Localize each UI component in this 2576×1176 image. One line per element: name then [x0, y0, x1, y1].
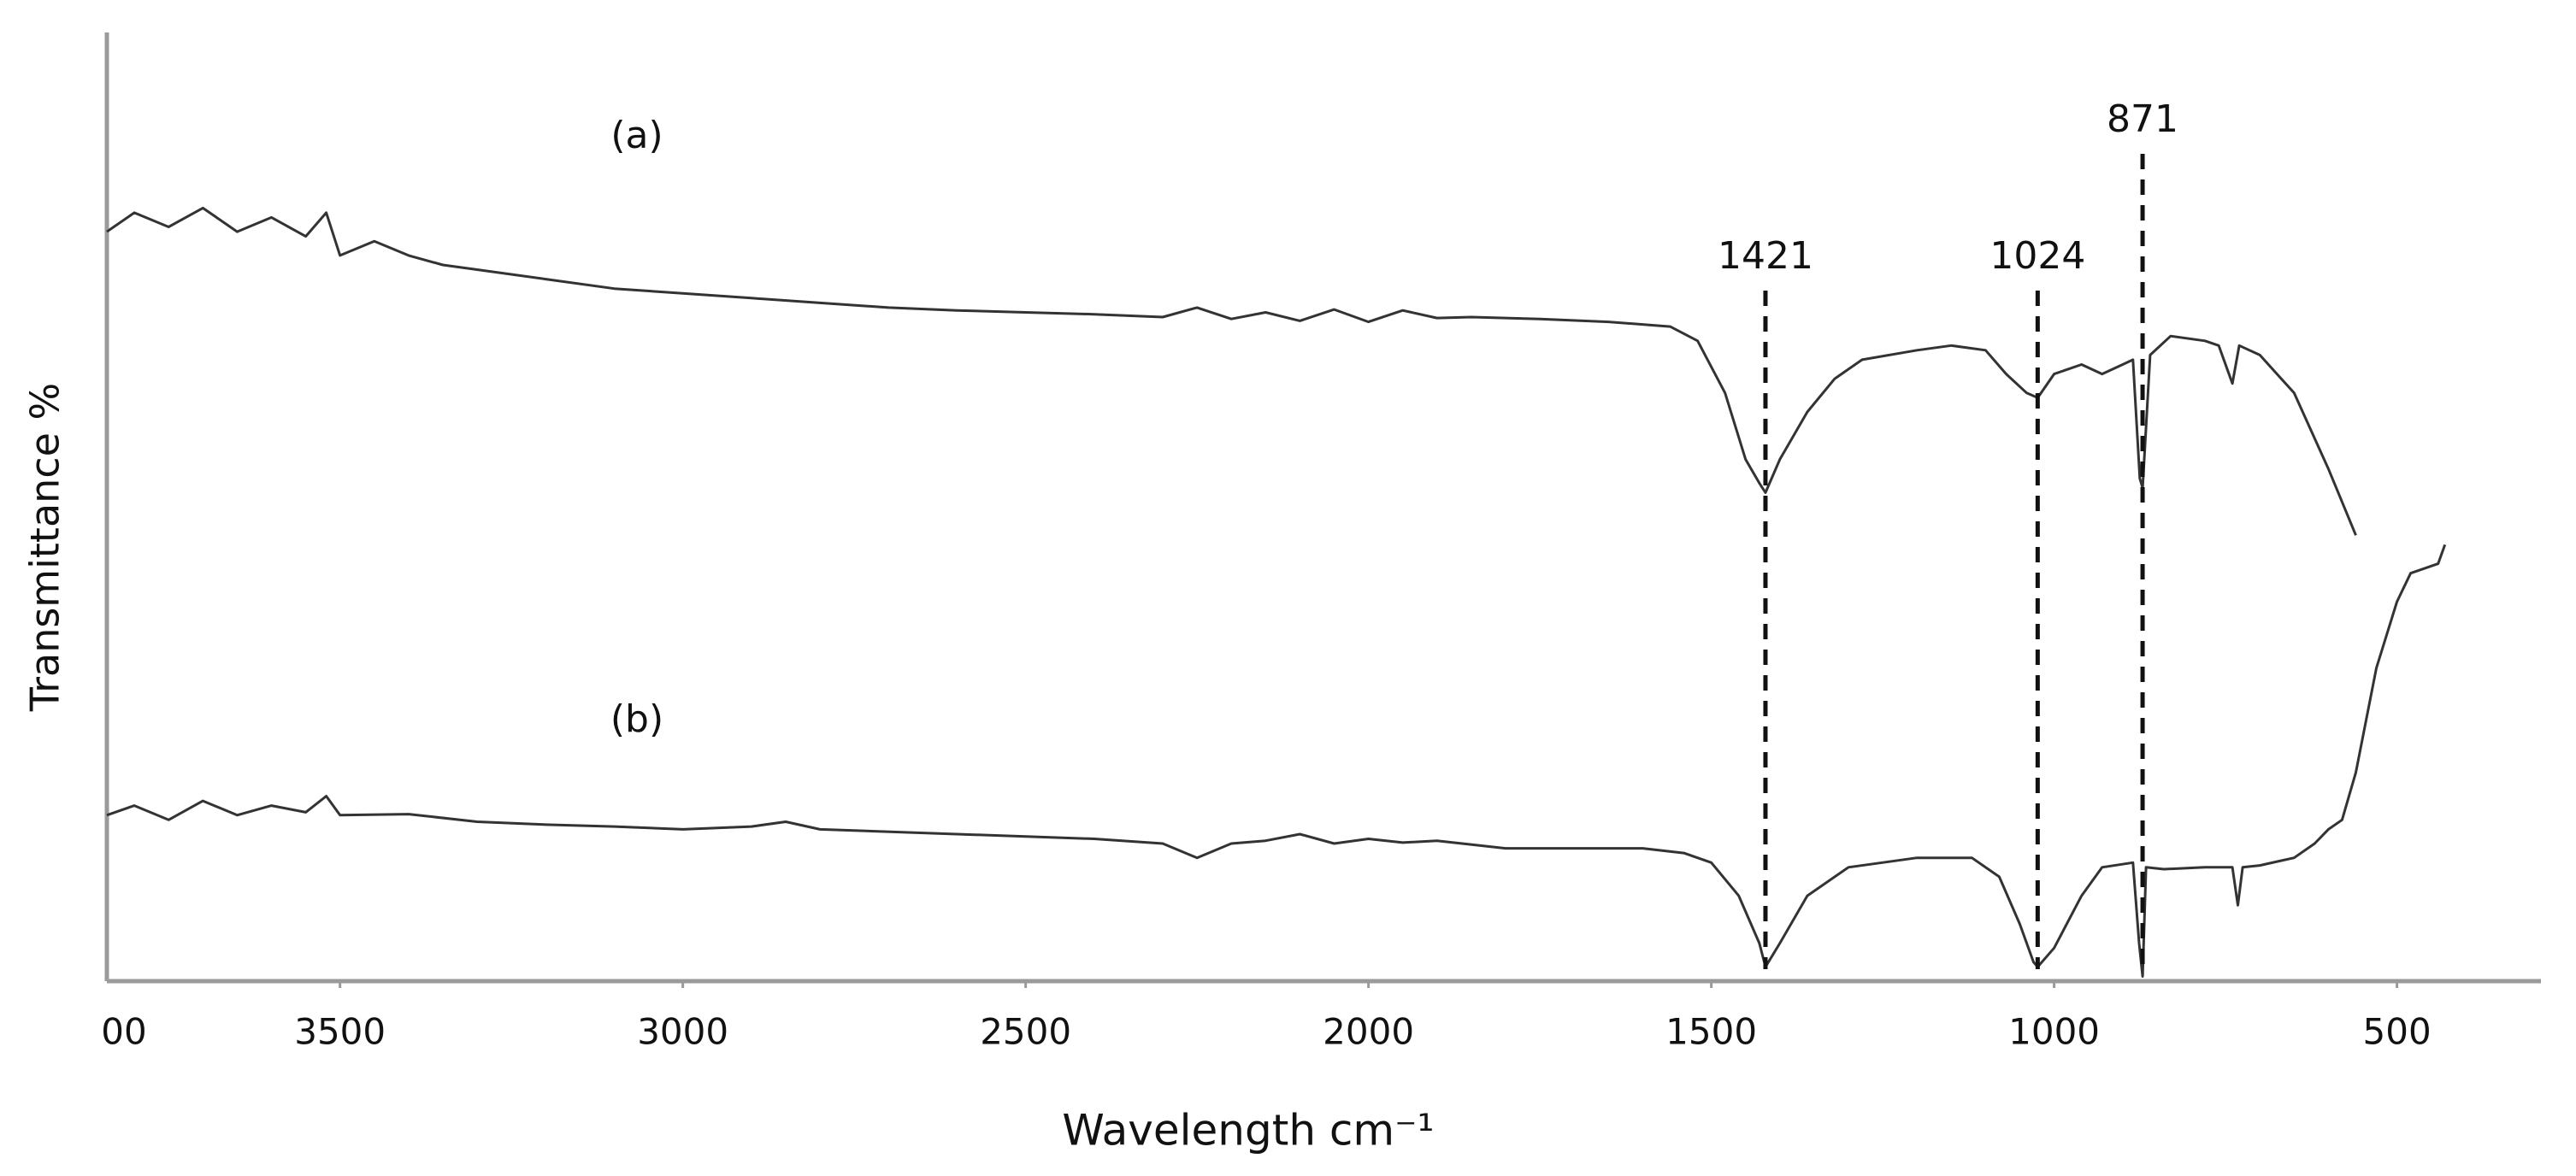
annotation-label: 1024	[1989, 234, 2085, 278]
x-tick-label: 3000	[637, 1011, 728, 1053]
x-tick-label: 2000	[1323, 1011, 1414, 1053]
x-tick-label: 500	[2363, 1011, 2432, 1053]
spectrum-line	[106, 206, 2357, 536]
x-tick-label: 00	[101, 1011, 146, 1053]
x-tick-label: 2500	[980, 1011, 1071, 1053]
x-tick-label: 1000	[2008, 1011, 2100, 1053]
x-tick-label: 3500	[294, 1011, 386, 1053]
annotation-label: 871	[2107, 97, 2178, 141]
x-tick-label: 1500	[1665, 1011, 1757, 1053]
x-axis-title: Wavelength cm⁻¹	[1062, 1106, 1434, 1155]
series-label: (a)	[610, 114, 663, 157]
series-label: (b)	[610, 697, 663, 741]
annotation-label: 1421	[1718, 234, 1813, 278]
spectrum-line	[106, 544, 2447, 978]
y-axis-title: Transmittance %	[22, 383, 68, 713]
